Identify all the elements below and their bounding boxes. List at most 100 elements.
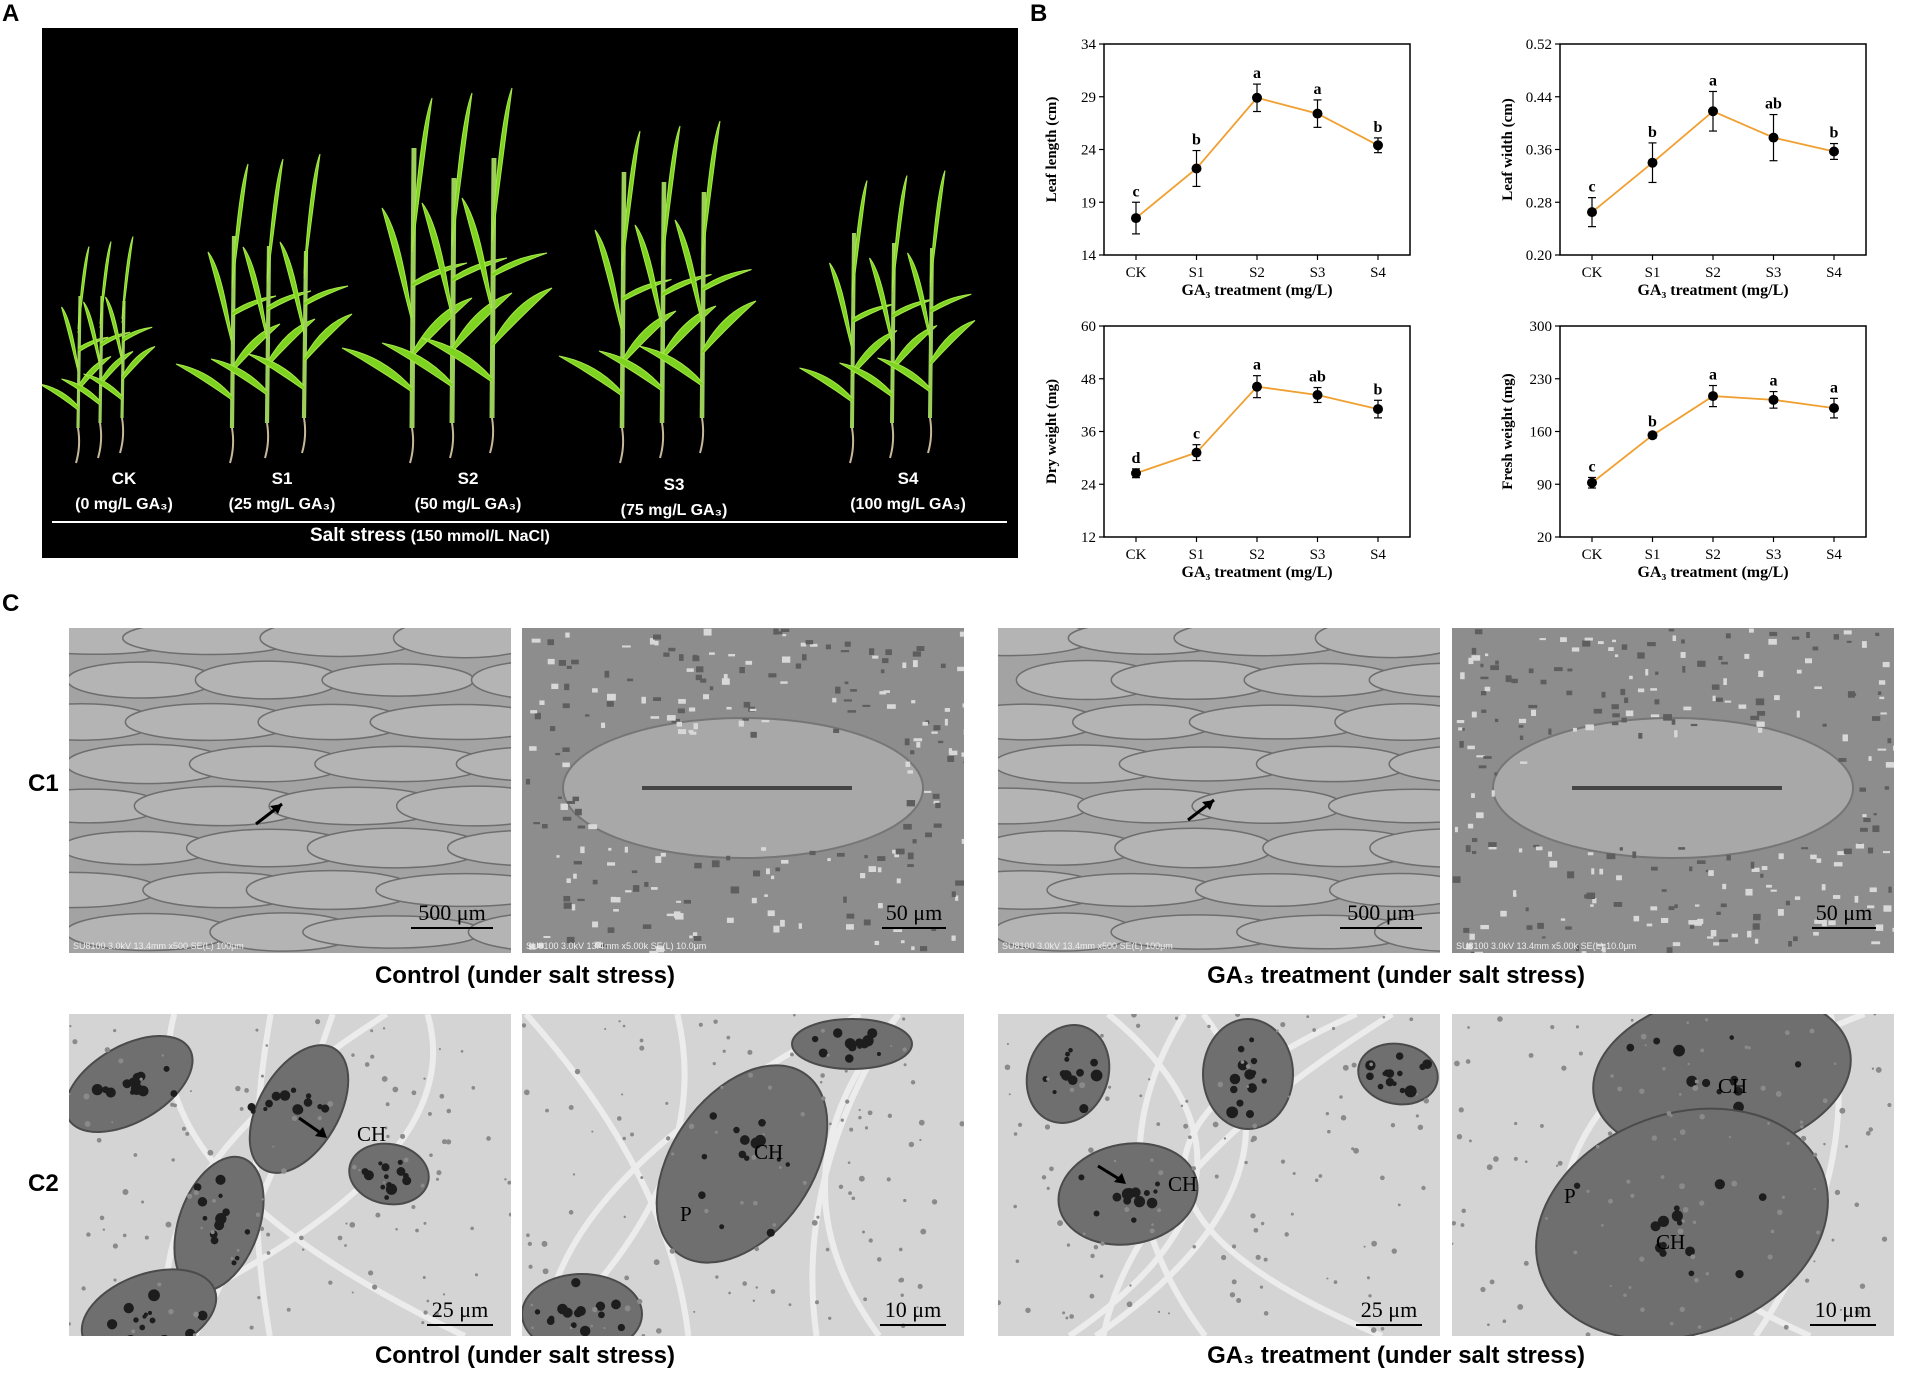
y-tick-label: 0.44: [1526, 90, 1553, 106]
scale-bar: 50 μm: [882, 900, 946, 929]
scale-bar: 500 μm: [411, 900, 493, 929]
scale-label: 25 μm: [1360, 1297, 1418, 1322]
series-line: [1591, 395, 1835, 484]
seedling: [83, 236, 156, 454]
y-tick-label: 24: [1081, 477, 1097, 493]
y-tick-label: 60: [1081, 319, 1096, 335]
tem-image-control-25: CH 25 μm: [69, 1014, 511, 1336]
sem-texture: [1452, 628, 1894, 953]
series-line: [1135, 385, 1379, 475]
tem-image-control-10: CH P 10 μm: [522, 1014, 964, 1336]
growth-charts: 14 19 24 29 34 CK S1 S2 S3 S4 GA₃ treatment (mg/L)…: [1044, 37, 1867, 581]
sem-image-ga3-500: 500 μm SU8100 3.0kV 13.4mm x500 SE(L) 10…: [998, 628, 1440, 953]
significance-letter: ab: [1765, 96, 1782, 113]
x-tick-label: S2: [1249, 265, 1265, 281]
data-point: [1373, 140, 1383, 151]
data-point: [1131, 213, 1141, 224]
y-tick-label: 24: [1081, 143, 1097, 159]
group-label-s1: S1 (25 mg/L GA₃): [229, 466, 336, 518]
x-tick-label: CK: [1126, 265, 1147, 281]
seedling: [61, 241, 134, 459]
tem-texture: [69, 1014, 511, 1336]
significance-letter: b: [1648, 413, 1657, 430]
y-tick-label: 19: [1081, 195, 1096, 211]
data-point: [1252, 92, 1262, 103]
x-tick-label: S4: [1826, 547, 1842, 563]
y-tick-label: 0.52: [1526, 37, 1552, 53]
scale-bar: 50 μm: [1812, 900, 1876, 929]
data-point: [1647, 430, 1658, 441]
data-point: [1191, 163, 1202, 174]
sem-footer: SU8100 3.0kV 13.4mm x500 SE(L) 100μm: [73, 941, 244, 951]
x-tick-label: S1: [1645, 547, 1661, 563]
sem-image-control-500: 500 μm SU8100 3.0kV 13.4mm x500 SE(L) 10…: [69, 628, 511, 953]
group-code: S3: [663, 475, 685, 494]
group-conc: (0 mg/L GA₃): [75, 496, 173, 513]
group-conc: (25 mg/L GA₃): [228, 496, 336, 513]
group-code: CK: [111, 469, 137, 488]
x-tick-label: S4: [1370, 265, 1386, 281]
y-tick-label: 160: [1530, 425, 1553, 441]
data-point: [1131, 468, 1141, 479]
salt-label-text: Salt stress: [310, 525, 407, 546]
significance-letter: ab: [1309, 369, 1326, 386]
seedling: [598, 125, 717, 459]
y-axis-label: Leaf length (cm): [1044, 97, 1060, 203]
seedling: [42, 246, 112, 464]
row-label-c1: C1: [28, 770, 59, 797]
group-conc: (100 mg/L GA₃): [850, 496, 966, 513]
chloroplast-label: CH: [1168, 1172, 1198, 1196]
significance-letter: a: [1830, 379, 1838, 396]
group-conc: (75 mg/L GA₃): [620, 502, 728, 519]
seedling: [638, 120, 757, 454]
salt-conc-text: (150 mmol/L NaCl): [410, 528, 550, 545]
series-line: [1135, 96, 1379, 219]
caption-ga3-c1: GA₃ treatment (under salt stress): [1207, 962, 1585, 989]
data-point: [1768, 132, 1779, 143]
data-point: [1768, 394, 1779, 405]
x-tick-label: S1: [1645, 265, 1661, 281]
significance-letter: b: [1648, 124, 1657, 141]
arrow-icon: [297, 1114, 337, 1149]
seedling: [421, 87, 553, 454]
panel-label-a: A: [2, 0, 20, 27]
scale-label: 50 μm: [885, 900, 943, 925]
sem-footer: SU8100 3.0kV 13.4mm x5.00k SE(L) 10.0μm: [1456, 941, 1637, 951]
y-tick-label: 29: [1081, 90, 1096, 106]
y-axis-label: Leaf width (cm): [1500, 98, 1516, 200]
tem-image-ga3-25: CH 25 μm: [998, 1014, 1440, 1336]
x-tick-label: S2: [1705, 547, 1721, 563]
seedlings-illustration: [42, 87, 976, 464]
seedling: [210, 158, 316, 459]
y-axis-label: Fresh weight (mg): [1500, 373, 1516, 489]
significance-letter: b: [1374, 119, 1383, 136]
significance-letter: a: [1253, 357, 1261, 374]
tem-texture: [1452, 1014, 1894, 1336]
seedling: [877, 170, 976, 454]
scale-bar: 25 μm: [427, 1297, 493, 1326]
sem-image-ga3-50: 50 μm SU8100 3.0kV 13.4mm x5.00k SE(L) 1…: [1452, 628, 1894, 953]
group-label-s3: S3 (75 mg/L GA₃): [621, 472, 728, 524]
sem-image-control-50: 50 μm SU8100 3.0kV 13.4mm x5.00k SE(L) 1…: [522, 628, 964, 953]
scale-bar: 25 μm: [1356, 1297, 1422, 1326]
group-code: S4: [897, 469, 919, 488]
x-tick-label: S4: [1370, 547, 1386, 563]
y-tick-label: 0.28: [1526, 195, 1552, 211]
y-tick-label: 12: [1081, 530, 1096, 546]
scale-label: 10 μm: [884, 1297, 942, 1322]
arrow-icon: [254, 796, 294, 831]
significance-letter: a: [1770, 373, 1778, 390]
row-label-c2: C2: [28, 1170, 59, 1197]
arrow-icon: [1186, 792, 1226, 827]
sem-texture: [69, 628, 511, 953]
y-tick-label: 34: [1081, 37, 1097, 53]
data-point: [1587, 207, 1597, 218]
y-tick-label: 0.36: [1526, 143, 1553, 159]
chloroplast-label: CH: [1656, 1230, 1686, 1254]
y-tick-label: 0.20: [1526, 248, 1552, 264]
significance-letter: c: [1132, 183, 1139, 200]
salt-stress-label: Salt stress (150 mmol/L NaCl): [310, 525, 550, 547]
significance-letter: c: [1193, 426, 1200, 443]
chart-2: 12 24 36 48 60 CK S1 S2 S3 S4 GA₃ treatment (mg/L)…: [1044, 319, 1411, 581]
chloroplast-label: CH: [754, 1140, 784, 1164]
